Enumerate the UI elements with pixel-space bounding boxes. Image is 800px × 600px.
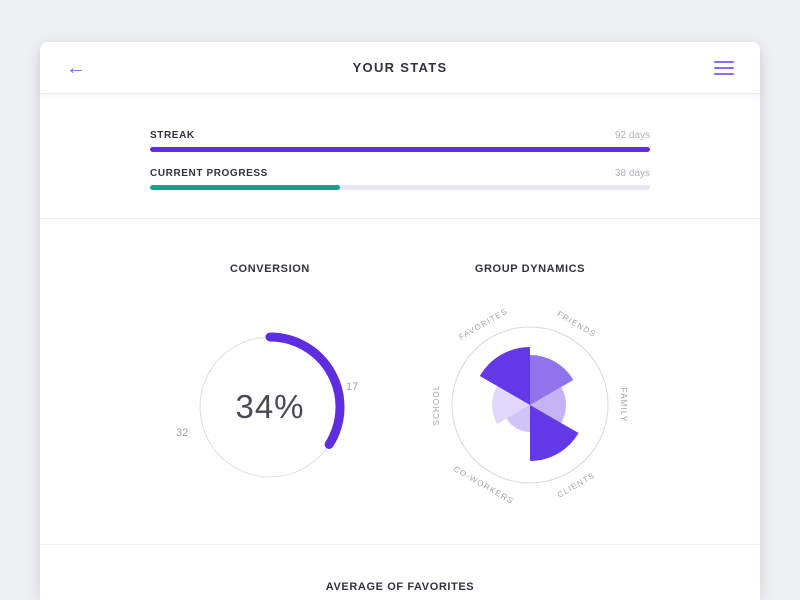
svg-text:SCHOOL: SCHOOL <box>432 385 441 426</box>
conversion-chart: CONVERSION 34% 17 32 <box>150 219 390 530</box>
svg-text:FAVORITES: FAVORITES <box>457 306 509 341</box>
hamburger-menu-icon[interactable] <box>714 57 734 79</box>
group-dynamics-rose-svg: FAVORITES FRIENDS FAMILY CLIENTS CO-WORKERS S… <box>432 306 628 506</box>
charts-section: CONVERSION 34% 17 32 GROUP DYNAMICS FAVO… <box>40 219 760 530</box>
conversion-title: CONVERSION <box>230 263 310 275</box>
menu-line <box>714 72 734 75</box>
current-progress-row: CURRENT PROGRESS 38 days <box>150 168 650 190</box>
current-progress-bar-track <box>150 185 650 190</box>
conversion-segment-value-left: 32 <box>176 427 189 439</box>
streak-label: STREAK <box>150 130 195 141</box>
section-divider <box>40 544 760 545</box>
stats-card: ← YOUR STATS STREAK 92 days CURRENT PROG… <box>40 42 760 600</box>
current-progress-value: 38 days <box>614 168 650 179</box>
svg-text:FRIENDS: FRIENDS <box>556 309 598 339</box>
streak-row: STREAK 92 days <box>150 130 650 152</box>
current-progress-label: CURRENT PROGRESS <box>150 168 268 179</box>
progress-section: STREAK 92 days CURRENT PROGRESS 38 days <box>150 94 650 190</box>
menu-line <box>714 60 734 63</box>
streak-bar-fill <box>150 147 650 152</box>
svg-text:CLIENTS: CLIENTS <box>556 471 597 500</box>
streak-bar-track <box>150 147 650 152</box>
group-dynamics-chart: GROUP DYNAMICS FAVORITES FRIENDS FAMILY CLI… <box>410 219 650 530</box>
conversion-donut: 34% 17 32 <box>170 307 370 507</box>
conversion-center-value: 34% <box>235 388 305 425</box>
section-divider <box>40 218 760 219</box>
back-button[interactable]: ← <box>66 56 86 79</box>
header: ← YOUR STATS <box>40 42 760 94</box>
conversion-segment-value-right: 17 <box>346 381 359 393</box>
conversion-donut-svg <box>199 332 345 478</box>
page-title: YOUR STATS <box>352 60 448 75</box>
group-dynamics-rose: FAVORITES FRIENDS FAMILY CLIENTS CO-WORKERS S… <box>410 285 650 530</box>
menu-line <box>714 66 734 69</box>
streak-value: 92 days <box>614 130 650 141</box>
current-progress-bar-fill <box>150 185 340 190</box>
group-dynamics-title: GROUP DYNAMICS <box>474 263 586 275</box>
svg-text:CO-WORKERS: CO-WORKERS <box>452 464 515 506</box>
svg-text:FAMILY: FAMILY <box>619 387 628 422</box>
average-of-favorites-title: AVERAGE OF FAVORITES <box>325 581 475 593</box>
